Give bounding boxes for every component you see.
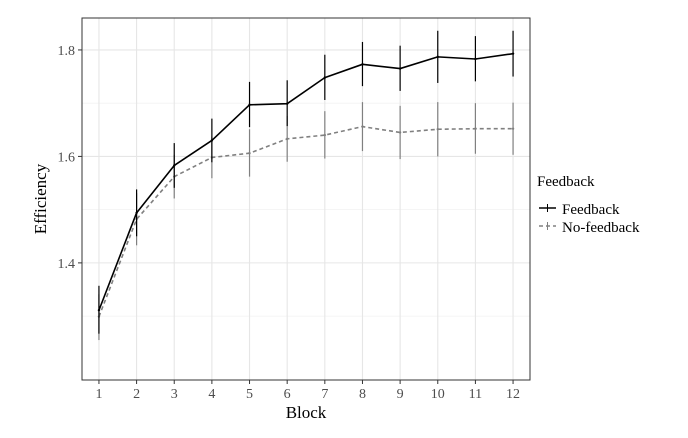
x-tick-label: 3 — [171, 387, 178, 402]
series-feedback — [97, 30, 515, 334]
x-tick-label: 11 — [469, 387, 482, 402]
data-point-feedback — [474, 57, 477, 61]
data-point-feedback — [210, 139, 214, 142]
data-point-feedback — [398, 67, 402, 70]
data-point-feedback — [248, 103, 251, 106]
x-tick-label: 12 — [506, 387, 520, 402]
data-point-no-feedback — [361, 125, 364, 128]
legend-keys — [539, 204, 556, 230]
data-point-feedback — [173, 164, 176, 167]
panel-background — [82, 18, 530, 380]
legend: Feedback Feedback No-feedback — [537, 174, 640, 236]
legend-label-feedback: Feedback — [562, 202, 620, 218]
legend-label-no-feedback: No-feedback — [562, 220, 640, 236]
axes: 1.41.61.81 2 3 4 5 6 7 8 9 10 11 12 — [58, 44, 521, 402]
data-point-no-feedback — [511, 127, 515, 130]
data-point-feedback — [361, 63, 364, 66]
data-point-feedback — [436, 55, 439, 59]
data-point-feedback — [511, 52, 515, 55]
data-point-no-feedback — [398, 131, 402, 134]
x-tick-label: 8 — [359, 387, 366, 402]
data-point-no-feedback — [323, 133, 327, 137]
legend-title: Feedback — [537, 174, 595, 190]
x-tick-label: 5 — [246, 387, 253, 402]
y-tick-label: 1.6 — [58, 150, 76, 165]
panel-border — [81, 17, 531, 381]
x-tick-label: 1 — [95, 387, 102, 402]
x-axis-title: Block — [286, 403, 327, 422]
data-point-no-feedback — [248, 152, 251, 155]
data-point-feedback — [135, 211, 138, 215]
grid — [82, 18, 530, 380]
x-tick-label: 9 — [397, 387, 404, 402]
data-point-feedback — [97, 309, 101, 312]
y-axis-title: Efficiency — [31, 163, 50, 234]
series-layer — [97, 30, 515, 341]
x-tick-label: 2 — [133, 387, 140, 402]
data-point-feedback — [323, 76, 327, 79]
x-tick-label: 4 — [208, 387, 215, 402]
x-tick-label: 7 — [321, 387, 328, 402]
data-point-no-feedback — [285, 137, 289, 141]
x-tick-label: 6 — [284, 387, 291, 402]
y-tick-label: 1.4 — [58, 257, 76, 272]
series-line-feedback — [98, 52, 514, 311]
x-tick-label: 10 — [431, 387, 445, 402]
data-point-feedback — [285, 102, 289, 105]
y-tick-label: 1.8 — [58, 44, 76, 59]
data-point-no-feedback — [474, 127, 477, 130]
data-point-no-feedback — [436, 128, 439, 131]
